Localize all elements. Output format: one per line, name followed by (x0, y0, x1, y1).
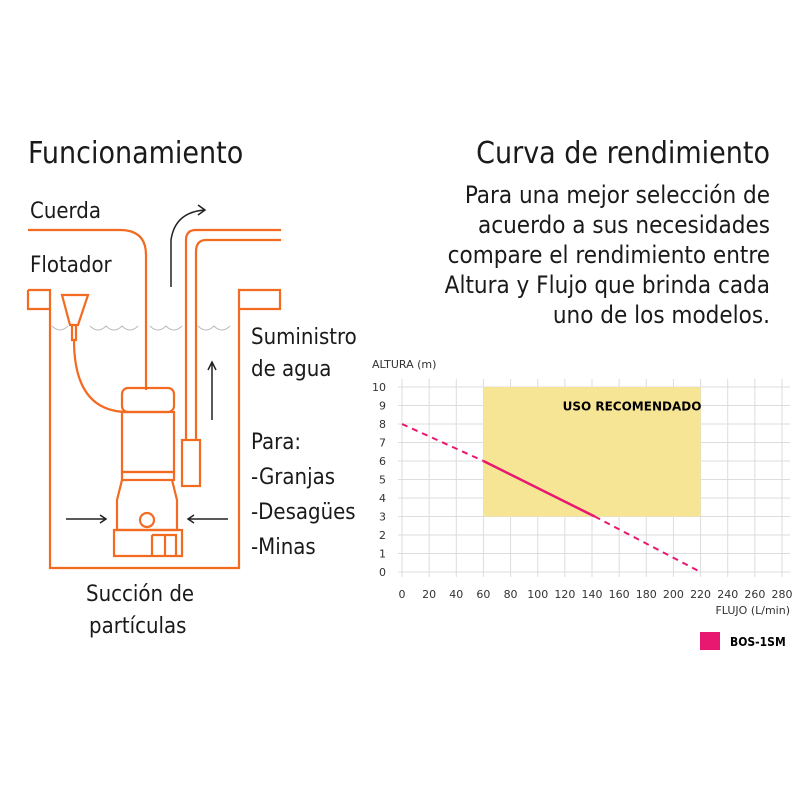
use-granjas: -Granjas (251, 465, 336, 490)
y-tick-label: 10 (372, 381, 386, 394)
series-line-dashed (401, 423, 484, 462)
series-line-dashed (594, 515, 702, 573)
x-tick-label: 40 (449, 588, 463, 601)
x-tick-label: 140 (582, 588, 603, 601)
description-line: acuerdo a sus necesidades (477, 211, 770, 239)
x-tick-label: 120 (554, 588, 575, 601)
y-tick-label: 7 (379, 437, 386, 450)
y-axis-label: ALTURA (m) (372, 358, 436, 371)
pump-illustration (26, 228, 282, 570)
x-tick-label: 280 (772, 588, 793, 601)
x-tick-label: 20 (422, 588, 436, 601)
y-tick-label: 0 (379, 566, 386, 579)
x-tick-label: 0 (399, 588, 406, 601)
y-tick-label: 3 (379, 511, 386, 524)
use-minas: -Minas (251, 535, 316, 560)
legend-swatch (700, 632, 720, 650)
description-line: uno de los modelos. (552, 301, 770, 329)
y-tick-label: 2 (379, 529, 386, 542)
flow-arrows (66, 204, 228, 524)
x-axis-label: FLUJO (L/min) (715, 604, 790, 617)
x-tick-label: 80 (504, 588, 518, 601)
series-line-solid (482, 459, 596, 518)
suction-label-1: Succión de (86, 582, 195, 607)
rope-label: Cuerda (30, 199, 101, 224)
float-label: Flotador (30, 253, 112, 278)
tank-outline (26, 288, 282, 570)
description-line: compare el rendimiento entre (447, 241, 770, 269)
y-tick-label: 1 (379, 548, 386, 561)
up-arrow-icon (207, 360, 217, 420)
x-tick-label: 160 (609, 588, 630, 601)
x-tick-label: 240 (717, 588, 738, 601)
y-tick-label: 5 (379, 474, 386, 487)
x-tick-label: 220 (690, 588, 711, 601)
y-tick-label: 8 (379, 418, 386, 431)
x-tick-label: 100 (527, 588, 548, 601)
x-tick-label: 60 (476, 588, 490, 601)
recommended-zone-label: USO RECOMENDADO (563, 400, 702, 414)
x-tick-label: 180 (636, 588, 657, 601)
pump-outlet (180, 438, 202, 488)
pump-base (112, 528, 184, 558)
suction-label-2: partículas (89, 614, 187, 639)
pump-band (120, 470, 176, 482)
functioning-title: Funcionamiento (28, 136, 244, 171)
legend-label: BOS-1SM (730, 635, 786, 649)
outflow-arrow-icon (170, 204, 207, 287)
y-tick-label: 9 (379, 400, 386, 413)
x-tick-label: 200 (663, 588, 684, 601)
supply-label-1: Suministro (251, 325, 357, 350)
y-tick-label: 4 (379, 492, 386, 505)
for-label: Para: (251, 430, 302, 455)
y-tick-label: 6 (379, 455, 386, 468)
description: Para una mejor selección de acuerdo a su… (445, 180, 770, 330)
x-tick-label: 260 (744, 588, 765, 601)
supply-label-2: de agua (251, 357, 332, 382)
rope (28, 228, 148, 390)
description-line: Para una mejor selección de (464, 181, 770, 209)
float-cable (72, 339, 129, 414)
left-arrow-icon (186, 514, 228, 524)
performance-title: Curva de rendimiento (476, 136, 770, 171)
recommended-zone (483, 387, 701, 517)
intake-hole (138, 511, 156, 529)
description-line: Altura y Flujo que brinda cada (444, 271, 770, 299)
discharge-pipe (184, 228, 281, 440)
right-arrow-icon (66, 514, 108, 524)
use-desagues: -Desagües (251, 500, 356, 525)
water-surface (51, 325, 231, 331)
